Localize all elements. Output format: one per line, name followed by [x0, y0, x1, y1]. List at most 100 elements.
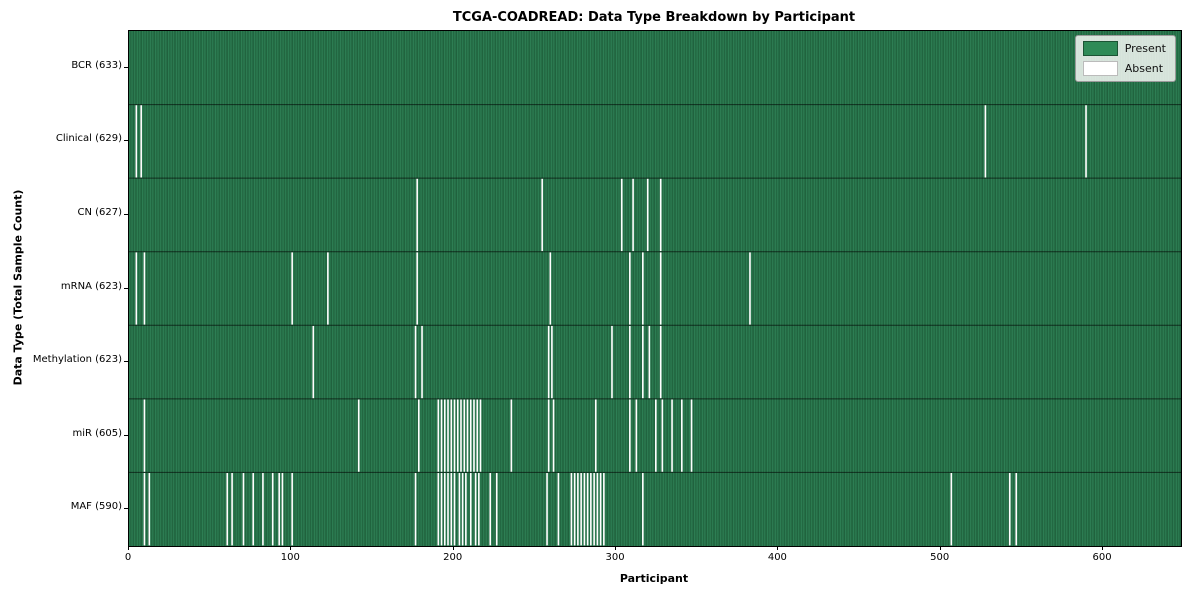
- absent-stripe-mir: [629, 399, 631, 472]
- absent-stripe-maf: [440, 473, 443, 546]
- absent-stripe-maf: [573, 473, 576, 546]
- absent-stripe-cn: [659, 178, 662, 252]
- absent-stripe-maf: [583, 473, 586, 546]
- absent-stripe-mir: [437, 399, 440, 472]
- ytick-label-bcr: BCR (633): [71, 59, 122, 71]
- absent-stripe-mir: [453, 399, 456, 472]
- legend-label-absent: Absent: [1124, 62, 1164, 75]
- absent-stripe-mir: [594, 399, 597, 472]
- absent-stripe-mir: [443, 399, 446, 472]
- absent-stripe-maf: [603, 473, 605, 546]
- legend-label-present: Present: [1124, 42, 1166, 55]
- absent-stripe-methylation: [551, 325, 553, 399]
- xtick-mark: [939, 546, 941, 550]
- absent-stripe-maf: [596, 473, 599, 546]
- absent-stripe-maf: [450, 473, 453, 546]
- chart-title: TCGA-COADREAD: Data Type Breakdown by Pa…: [452, 10, 856, 25]
- absent-stripe-mrna: [135, 252, 138, 325]
- ytick-mark: [124, 434, 128, 436]
- ytick-label-maf: MAF (590): [70, 501, 122, 513]
- absent-stripe-mrna: [143, 252, 146, 325]
- absent-stripe-maf: [642, 473, 644, 546]
- absent-stripe-maf: [414, 473, 417, 546]
- absent-stripe-mrna: [642, 252, 644, 325]
- absent-stripe-cn: [541, 178, 543, 252]
- absent-stripe-maf: [478, 473, 480, 546]
- xtick-mark: [290, 546, 292, 550]
- absent-stripe-mir: [510, 399, 513, 472]
- absent-stripe-maf: [461, 473, 464, 546]
- absent-stripe-mir: [450, 399, 453, 472]
- absent-stripe-mir: [143, 399, 146, 472]
- ytick-label-mir: miR (605): [72, 427, 122, 439]
- absent-stripe-mrna: [659, 252, 662, 325]
- legend-entry-absent: Absent: [1082, 61, 1166, 76]
- ytick-mark: [124, 287, 128, 289]
- present-swatch-icon: [1082, 41, 1118, 56]
- absent-stripe-maf: [465, 473, 467, 546]
- absent-stripe-maf: [231, 473, 233, 546]
- absent-stripe-maf: [580, 473, 582, 546]
- absent-stripe-maf: [443, 473, 446, 546]
- xtick-mark: [777, 546, 779, 550]
- absent-stripe-maf: [278, 473, 280, 546]
- absent-stripe-mir: [552, 399, 555, 472]
- xtick-mark: [615, 546, 617, 550]
- absent-stripe-maf: [143, 473, 146, 546]
- absent-stripe-methylation: [312, 325, 315, 399]
- absent-stripe-mir: [476, 399, 479, 472]
- x-axis-title: Participant: [619, 572, 689, 585]
- plot-area: [128, 30, 1182, 547]
- absent-stripe-maf: [469, 473, 472, 546]
- absent-stripe-maf: [291, 473, 293, 546]
- xtick-label-600: 600: [1092, 552, 1112, 563]
- absent-stripe-mir: [456, 399, 459, 472]
- absent-stripe-cn: [620, 178, 623, 252]
- xtick-label-400: 400: [767, 552, 787, 563]
- ytick-label-cn: CN (627): [77, 206, 122, 218]
- absent-stripe-maf: [586, 473, 589, 546]
- absent-stripe-methylation: [421, 325, 423, 399]
- absent-stripe-maf: [546, 473, 548, 546]
- absent-stripe-maf: [437, 473, 440, 546]
- absent-stripe-methylation: [547, 325, 550, 399]
- absent-stripe-mir: [447, 399, 449, 472]
- absent-stripe-mir: [479, 399, 482, 472]
- absent-stripe-mir: [661, 399, 664, 472]
- absent-stripe-maf: [226, 473, 229, 546]
- xtick-mark: [128, 546, 129, 550]
- absent-stripe-cn: [646, 178, 649, 252]
- absent-stripe-maf: [281, 473, 284, 546]
- ytick-label-mrna: mRNA (623): [60, 280, 122, 292]
- absent-stripe-maf: [262, 473, 264, 546]
- xtick-label-500: 500: [930, 552, 950, 563]
- absent-stripe-mir: [357, 399, 360, 472]
- absent-stripe-mir: [460, 399, 462, 472]
- absent-stripe-mrna: [327, 252, 329, 325]
- absent-stripe-maf: [557, 473, 560, 546]
- absent-stripe-maf: [599, 473, 602, 546]
- absent-stripe-maf: [489, 473, 492, 546]
- absent-stripe-mrna: [629, 252, 631, 325]
- absent-stripe-mrna: [291, 252, 293, 325]
- absent-stripe-methylation: [611, 325, 613, 399]
- ytick-mark: [124, 361, 128, 363]
- legend: Present Absent: [1074, 35, 1176, 82]
- absent-stripe-mir: [417, 399, 420, 472]
- legend-entry-present: Present: [1082, 41, 1166, 56]
- absent-stripe-maf: [453, 473, 456, 546]
- xtick-label-200: 200: [443, 552, 463, 563]
- absent-stripe-maf: [950, 473, 953, 546]
- absent-stripe-mir: [440, 399, 443, 472]
- absent-stripe-mir: [690, 399, 693, 472]
- absent-stripe-maf: [570, 473, 573, 546]
- absent-stripe-mir: [655, 399, 657, 472]
- absent-stripe-cn: [632, 178, 634, 252]
- xtick-mark: [452, 546, 454, 550]
- absent-stripe-mir: [466, 399, 469, 472]
- absent-stripe-maf: [590, 473, 592, 546]
- absent-stripe-methylation: [642, 325, 644, 399]
- absent-stripe-mir: [671, 399, 673, 472]
- absent-stripe-clinical: [984, 105, 987, 178]
- xtick-label-300: 300: [605, 552, 625, 563]
